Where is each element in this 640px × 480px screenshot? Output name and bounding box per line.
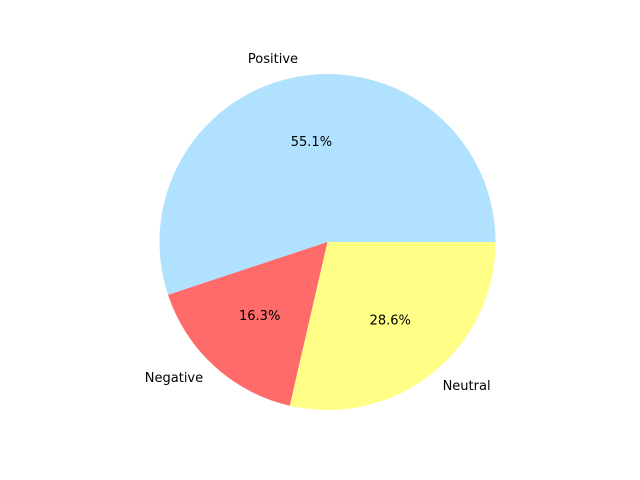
pie-labels: 55.1% Positive 16.3% Negative 28.6% Neutral [145,52,491,394]
pie-pct-label-neutral: 28.6% [370,313,411,328]
pie-category-label-positive: Positive [248,52,298,67]
pie-pct-label-negative: 16.3% [239,309,280,324]
pie-slice-negative [168,242,328,406]
pie-pct-label-positive: 55.1% [291,135,332,150]
pie-slice-positive [159,73,496,295]
pie-category-label-negative: Negative [145,371,203,386]
pie-category-label-neutral: Neutral [443,379,491,394]
pie-slices [159,73,496,410]
pie-slice-neutral [289,242,496,410]
